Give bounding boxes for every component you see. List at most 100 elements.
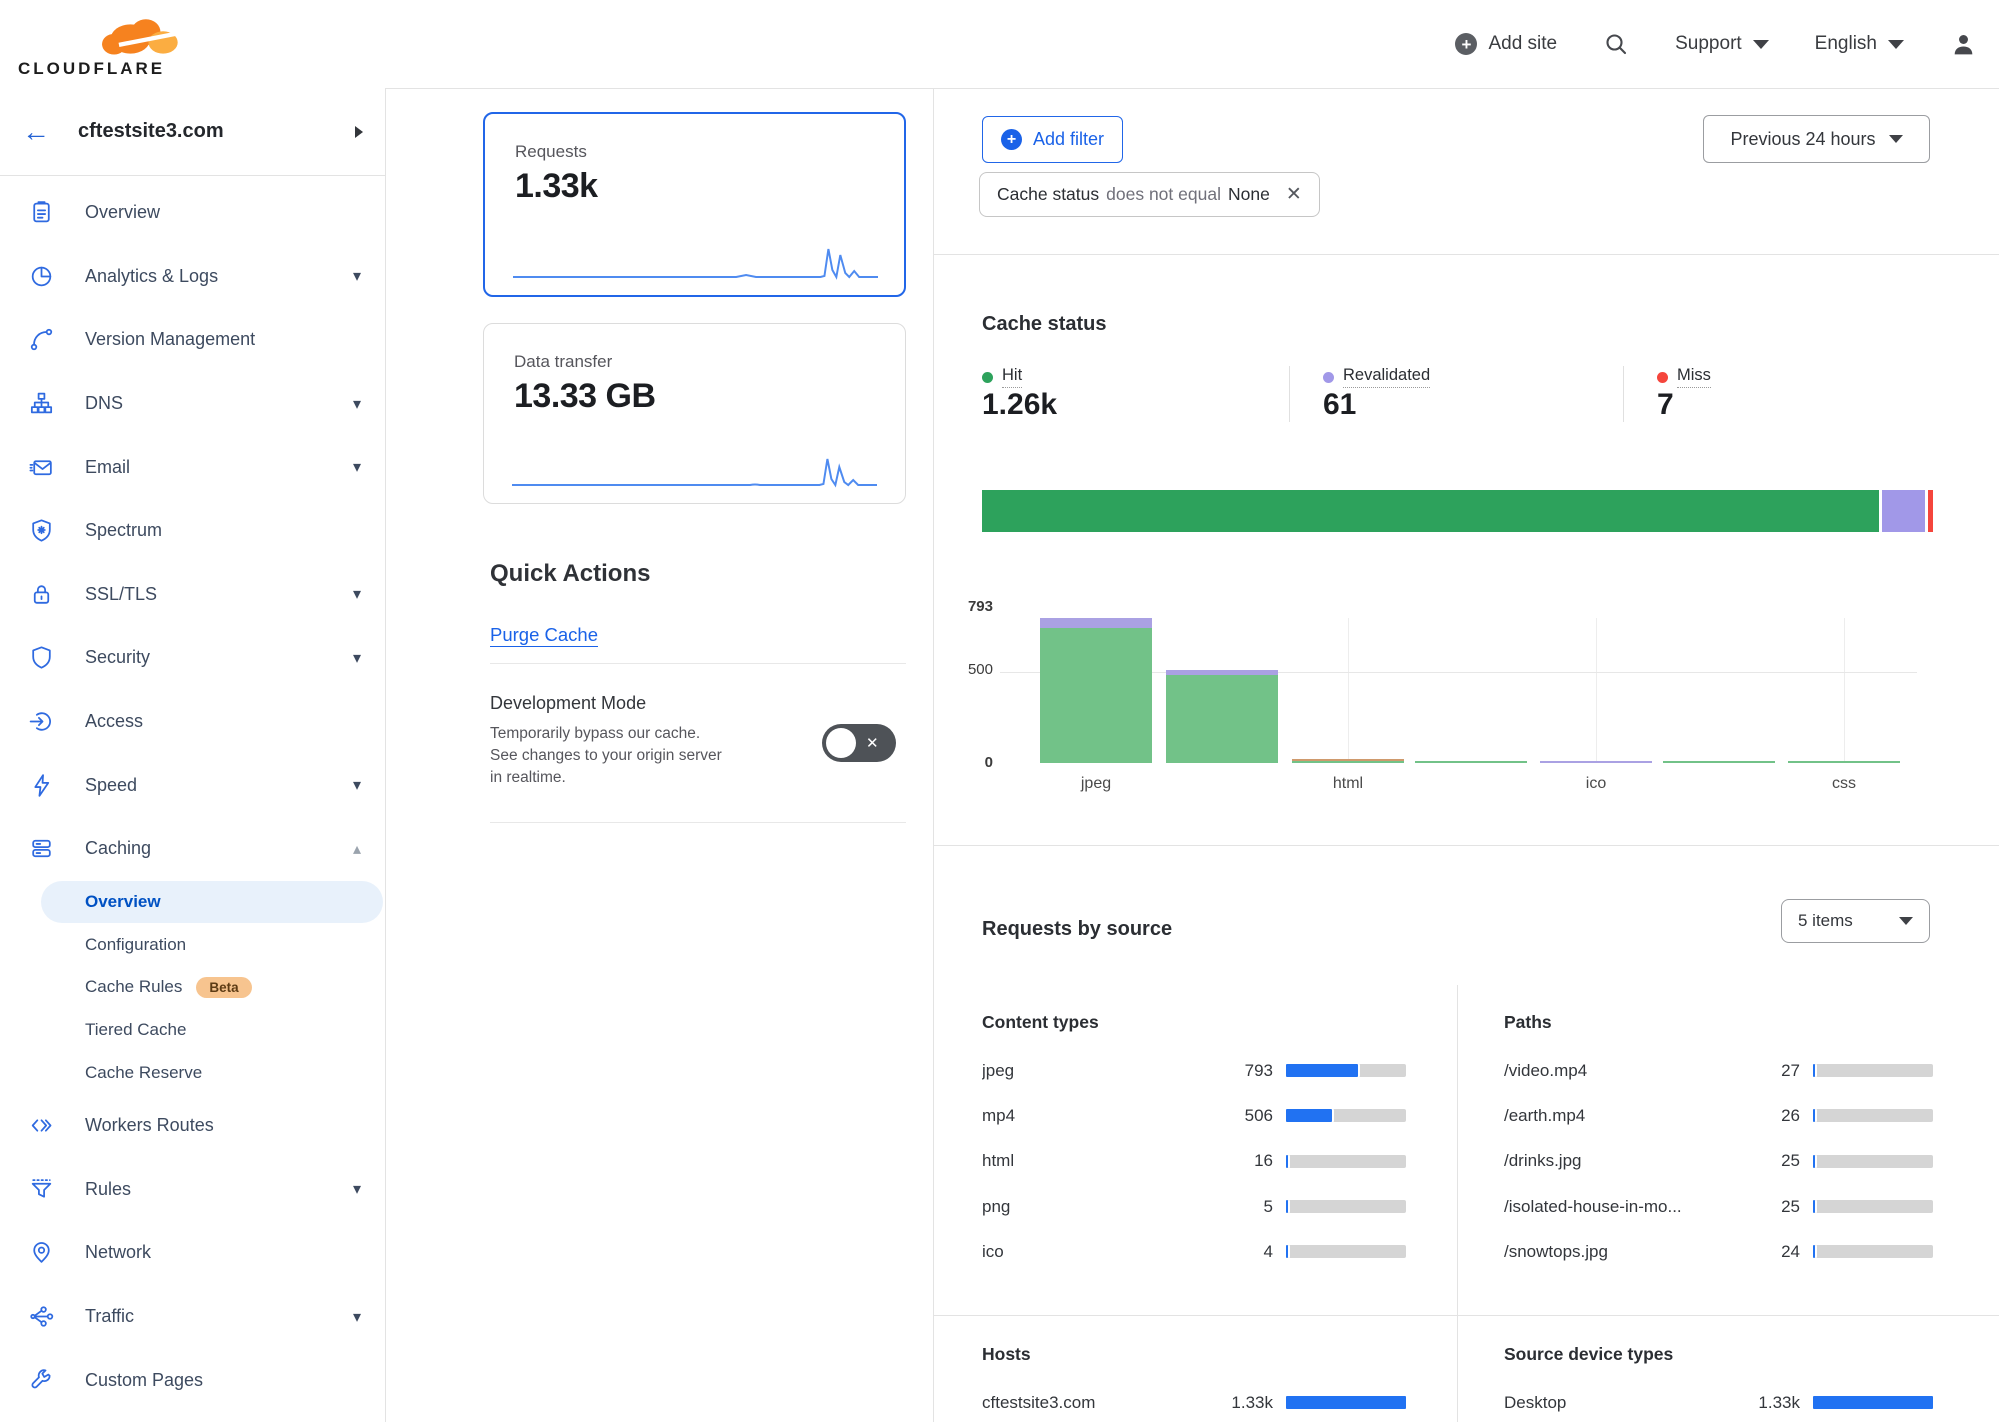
stat-row-bar-fill [1813, 1154, 1816, 1168]
filter-operator: does not equal [1106, 184, 1221, 204]
stat-row-bar-fill [1286, 1396, 1406, 1410]
divider [490, 822, 906, 823]
stat-row-bar-track [1813, 1396, 1933, 1410]
stat-row: mp4 506 [982, 1093, 1406, 1138]
chart-bar-html [1292, 759, 1404, 763]
sidebar-item-version-management[interactable]: Version Management [0, 308, 385, 372]
language-label: English [1814, 33, 1877, 54]
sidebar-item-network[interactable]: Network [0, 1221, 385, 1285]
sidebar-subitem-cache-rules[interactable]: Cache Rules Beta [41, 966, 383, 1009]
sidebar-item-dns[interactable]: DNS ▾ [0, 372, 385, 436]
requests-label: Requests [515, 142, 587, 161]
stat-row-label: png [982, 1196, 1011, 1216]
sidebar-item-ssl-tls[interactable]: SSL/TLS ▾ [0, 563, 385, 627]
sidebar-item-spectrum[interactable]: Spectrum [0, 499, 385, 563]
add-filter-button[interactable]: + Add filter [982, 116, 1124, 163]
sidebar-item-security[interactable]: Security ▾ [0, 626, 385, 690]
divider [934, 254, 1999, 255]
divider [934, 1315, 1999, 1316]
stat-row-bar-fill [1286, 1109, 1332, 1123]
cache-distribution-bar [982, 490, 1933, 532]
requests-value: 1.33k [515, 167, 598, 205]
access-arrow-icon [28, 708, 55, 735]
language-menu[interactable]: English [1815, 33, 1904, 55]
stat-row: /isolated-house-in-mo... 25 [1504, 1184, 1933, 1229]
sidebar-subitem-label: Cache Reserve [85, 1062, 203, 1082]
chevron-down-icon: ▾ [352, 268, 361, 286]
stat-row-value: 793 [1244, 1060, 1273, 1080]
sidebar-item-label: Workers Routes [85, 1115, 214, 1136]
stat-row: /snowtops.jpg 24 [1504, 1229, 1933, 1274]
stat-row-bar-track [1286, 1396, 1406, 1410]
cache-stat-label[interactable]: Revalidated [1343, 366, 1431, 388]
spectrum-shield-icon [28, 517, 55, 544]
hit-dot-icon [982, 371, 993, 383]
stat-row-bar-fill [1286, 1245, 1289, 1259]
stat-row-label: ico [982, 1241, 1004, 1261]
add-site-button[interactable]: + Add site [1455, 33, 1557, 55]
sidebar-item-label: Email [85, 456, 131, 477]
stat-row-bar-track [1813, 1245, 1933, 1259]
paths-block: Paths/video.mp4 27/earth.mp4 26/drinks.jpg… [1504, 1012, 1933, 1274]
remove-filter-icon[interactable]: ✕ [1285, 184, 1302, 205]
search-icon[interactable] [1603, 31, 1629, 57]
brand-text: CLOUDFLARE [18, 59, 166, 78]
chart-plot-area [1000, 618, 1917, 763]
sidebar-subitem-label: Overview [85, 891, 161, 911]
header-actions: + Add site Support English [1455, 0, 1977, 88]
cloudflare-cloud-icon [96, 19, 182, 58]
sidebar-item-workers-routes[interactable]: Workers Routes [0, 1094, 385, 1158]
site-selector[interactable]: ← cftestsite3.com [0, 88, 385, 176]
stat-row-label: /snowtops.jpg [1504, 1241, 1608, 1261]
development-mode-toggle[interactable]: ✕ [822, 724, 896, 762]
traffic-share-icon [28, 1303, 55, 1330]
back-arrow-icon[interactable]: ← [22, 115, 50, 147]
stat-row-value: 16 [1254, 1151, 1273, 1171]
sidebar-item-analytics-logs[interactable]: Analytics & Logs ▾ [0, 245, 385, 309]
requests-sparkline [513, 248, 878, 280]
sidebar-item-overview[interactable]: Overview [0, 181, 385, 245]
requests-metric-card[interactable]: Requests 1.33k [483, 112, 906, 297]
development-mode-description: Temporarily bypass our cache. See change… [490, 725, 722, 786]
sidebar-subitem-cache-reserve[interactable]: Cache Reserve [41, 1051, 383, 1094]
items-count-selector[interactable]: 5 items [1781, 899, 1930, 943]
chart-bar-ico [1540, 761, 1652, 763]
beta-badge: Beta [196, 976, 252, 998]
sidebar-item-caching[interactable]: Caching ▴ [0, 817, 385, 881]
sidebar-subitem-overview[interactable]: Overview [41, 880, 383, 924]
sidebar-subitem-label: Tiered Cache [85, 1019, 187, 1039]
sidebar-item-access[interactable]: Access [0, 690, 385, 754]
panel-divider [933, 88, 934, 1422]
stat-row-bar-fill [1286, 1064, 1358, 1078]
sidebar-item-rules[interactable]: Rules ▾ [0, 1158, 385, 1222]
sidebar-item-speed[interactable]: Speed ▾ [0, 753, 385, 817]
column-title: Paths [1504, 1012, 1552, 1032]
sidebar-item-email[interactable]: Email ▾ [0, 435, 385, 499]
stat-row-bar-track [1286, 1109, 1406, 1123]
stat-row-bar-track [1813, 1064, 1933, 1078]
cloudflare-logo[interactable]: CLOUDFLARE [18, 8, 198, 79]
chart-bar-jpeg [1040, 618, 1152, 763]
sidebar-subitem-configuration[interactable]: Configuration [41, 923, 383, 966]
dns-tree-icon [28, 390, 55, 417]
sidebar-item-custom-pages[interactable]: Custom Pages [0, 1348, 385, 1412]
cache-stat-label[interactable]: Miss [1677, 366, 1711, 388]
data-transfer-metric-card[interactable]: Data transfer 13.33 GB [483, 323, 906, 504]
sidebar-item-label: Network [85, 1242, 152, 1263]
top-header: CLOUDFLARE + Add site Support English [0, 0, 1999, 88]
chart-bar-png [1415, 761, 1527, 763]
sidebar-subitem-tiered-cache[interactable]: Tiered Cache [41, 1009, 383, 1052]
sidebar-item-label: Speed [85, 774, 138, 795]
user-icon[interactable] [1950, 31, 1977, 58]
support-menu[interactable]: Support [1675, 33, 1769, 55]
purge-cache-link[interactable]: Purge Cache [490, 624, 598, 645]
cache-stat-label[interactable]: Hit [1002, 366, 1023, 388]
filter-chip[interactable]: Cache status does not equal None ✕ [979, 172, 1320, 217]
sidebar-item-traffic[interactable]: Traffic ▾ [0, 1285, 385, 1349]
chevron-down-icon: ▾ [352, 395, 361, 413]
chevron-right-icon [355, 125, 363, 138]
sidebar-item-label: Traffic [85, 1306, 135, 1327]
requests-by-source-title: Requests by source [982, 918, 1173, 940]
chevron-down-icon: ▾ [352, 459, 361, 477]
time-range-selector[interactable]: Previous 24 hours [1703, 115, 1930, 163]
